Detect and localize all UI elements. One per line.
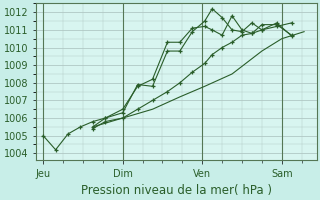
- X-axis label: Pression niveau de la mer( hPa ): Pression niveau de la mer( hPa ): [81, 184, 272, 197]
